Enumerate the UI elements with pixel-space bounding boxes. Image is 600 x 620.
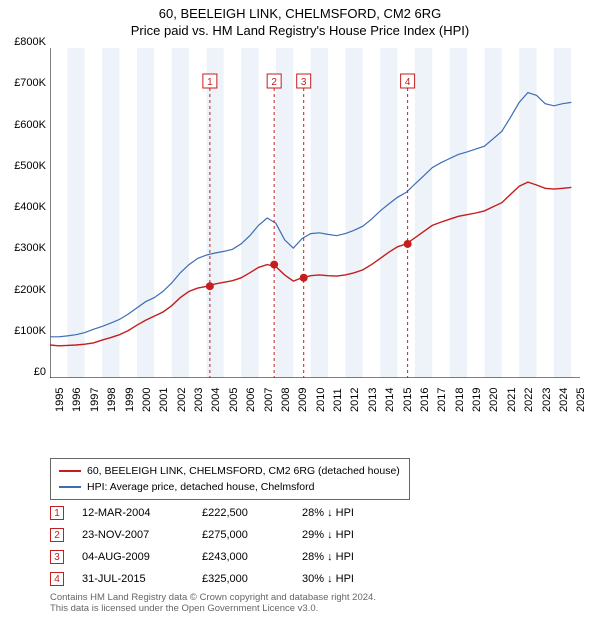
x-tick-label: 2001: [158, 388, 170, 412]
x-tick-label: 2006: [245, 388, 257, 412]
sale-marker-number: 4: [50, 572, 64, 586]
sale-row: 2 23-NOV-2007£275,00029% ↓ HPI: [50, 524, 392, 546]
y-tick-label: £300K: [2, 242, 46, 254]
x-tick-label: 1997: [89, 388, 101, 412]
legend-item: 60, BEELEIGH LINK, CHELMSFORD, CM2 6RG (…: [59, 463, 401, 479]
x-tick-label: 1996: [71, 388, 83, 412]
sale-row: 3 04-AUG-2009£243,00028% ↓ HPI: [50, 546, 392, 568]
sale-delta: 29% ↓ HPI: [302, 529, 392, 541]
legend-label: HPI: Average price, detached house, Chel…: [87, 481, 314, 493]
x-tick-label: 2000: [141, 388, 153, 412]
x-tick-label: 2009: [297, 388, 309, 412]
legend-label: 60, BEELEIGH LINK, CHELMSFORD, CM2 6RG (…: [87, 465, 400, 477]
x-tick-label: 2003: [193, 388, 205, 412]
plot-area: 1 2 3 4: [50, 48, 580, 378]
x-tick-label: 2004: [210, 388, 222, 412]
title-subtitle: Price paid vs. HM Land Registry's House …: [0, 23, 600, 40]
legend-item: HPI: Average price, detached house, Chel…: [59, 479, 401, 495]
sale-date: 23-NOV-2007: [82, 529, 202, 541]
chart-container: 60, BEELEIGH LINK, CHELMSFORD, CM2 6RG P…: [0, 0, 600, 620]
x-tick-label: 2012: [349, 388, 361, 412]
x-tick-label: 2018: [454, 388, 466, 412]
svg-text:1: 1: [207, 77, 213, 88]
footer-line2: This data is licensed under the Open Gov…: [50, 603, 376, 614]
x-tick-label: 1998: [106, 388, 118, 412]
x-tick-label: 2022: [523, 388, 535, 412]
sale-price: £243,000: [202, 551, 302, 563]
sale-marker-number: 1: [50, 506, 64, 520]
sale-price: £325,000: [202, 573, 302, 585]
y-tick-label: £700K: [2, 77, 46, 89]
svg-text:3: 3: [301, 77, 307, 88]
x-tick-label: 2019: [471, 388, 483, 412]
x-tick-label: 2020: [488, 388, 500, 412]
x-tick-label: 1995: [54, 388, 66, 412]
sale-date: 12-MAR-2004: [82, 507, 202, 519]
y-axis: £0£100K£200K£300K£400K£500K£600K£700K£80…: [4, 42, 48, 384]
sale-date: 04-AUG-2009: [82, 551, 202, 563]
y-tick-label: £600K: [2, 119, 46, 131]
sale-marker-number: 2: [50, 528, 64, 542]
x-tick-label: 2005: [228, 388, 240, 412]
x-tick-label: 2007: [263, 388, 275, 412]
sale-marker-number: 3: [50, 550, 64, 564]
x-tick-label: 2002: [176, 388, 188, 412]
y-tick-label: £200K: [2, 284, 46, 296]
x-tick-label: 1999: [124, 388, 136, 412]
plot-svg: 1 2 3 4: [50, 48, 580, 378]
svg-text:4: 4: [405, 77, 411, 88]
x-axis: 1995 1996 1997 1998 1999 2000 2001 2002 2003 2004…: [50, 382, 580, 418]
sale-row: 1 12-MAR-2004£222,50028% ↓ HPI: [50, 502, 392, 524]
legend-swatch: [59, 486, 81, 488]
legend: 60, BEELEIGH LINK, CHELMSFORD, CM2 6RG (…: [50, 458, 410, 500]
footer-line1: Contains HM Land Registry data © Crown c…: [50, 592, 376, 603]
y-tick-label: £0: [2, 366, 46, 378]
sale-delta: 28% ↓ HPI: [302, 551, 392, 563]
svg-text:2: 2: [271, 77, 277, 88]
x-tick-label: 2008: [280, 388, 292, 412]
x-tick-label: 2011: [332, 388, 344, 412]
x-tick-label: 2017: [436, 388, 448, 412]
x-tick-label: 2024: [558, 388, 570, 412]
x-tick-label: 2021: [506, 388, 518, 412]
footer-attribution: Contains HM Land Registry data © Crown c…: [50, 592, 376, 615]
title-address: 60, BEELEIGH LINK, CHELMSFORD, CM2 6RG: [0, 6, 600, 23]
x-tick-label: 2023: [541, 388, 553, 412]
x-tick-label: 2025: [575, 388, 587, 412]
x-tick-label: 2010: [315, 388, 327, 412]
x-tick-label: 2016: [419, 388, 431, 412]
x-tick-label: 2014: [384, 388, 396, 412]
y-tick-label: £400K: [2, 201, 46, 213]
x-tick-label: 2015: [402, 388, 414, 412]
y-tick-label: £800K: [2, 36, 46, 48]
y-tick-label: £500K: [2, 160, 46, 172]
sale-date: 31-JUL-2015: [82, 573, 202, 585]
sale-delta: 28% ↓ HPI: [302, 507, 392, 519]
y-tick-label: £100K: [2, 325, 46, 337]
sales-table: 112-MAR-2004£222,50028% ↓ HPI223-NOV-200…: [50, 502, 392, 590]
sale-price: £222,500: [202, 507, 302, 519]
x-tick-label: 2013: [367, 388, 379, 412]
chart-area: £0£100K£200K£300K£400K£500K£600K£700K£80…: [50, 48, 580, 418]
sale-row: 4 31-JUL-2015£325,00030% ↓ HPI: [50, 568, 392, 590]
sale-price: £275,000: [202, 529, 302, 541]
sale-delta: 30% ↓ HPI: [302, 573, 392, 585]
legend-swatch: [59, 470, 81, 472]
chart-titles: 60, BEELEIGH LINK, CHELMSFORD, CM2 6RG P…: [0, 0, 600, 40]
